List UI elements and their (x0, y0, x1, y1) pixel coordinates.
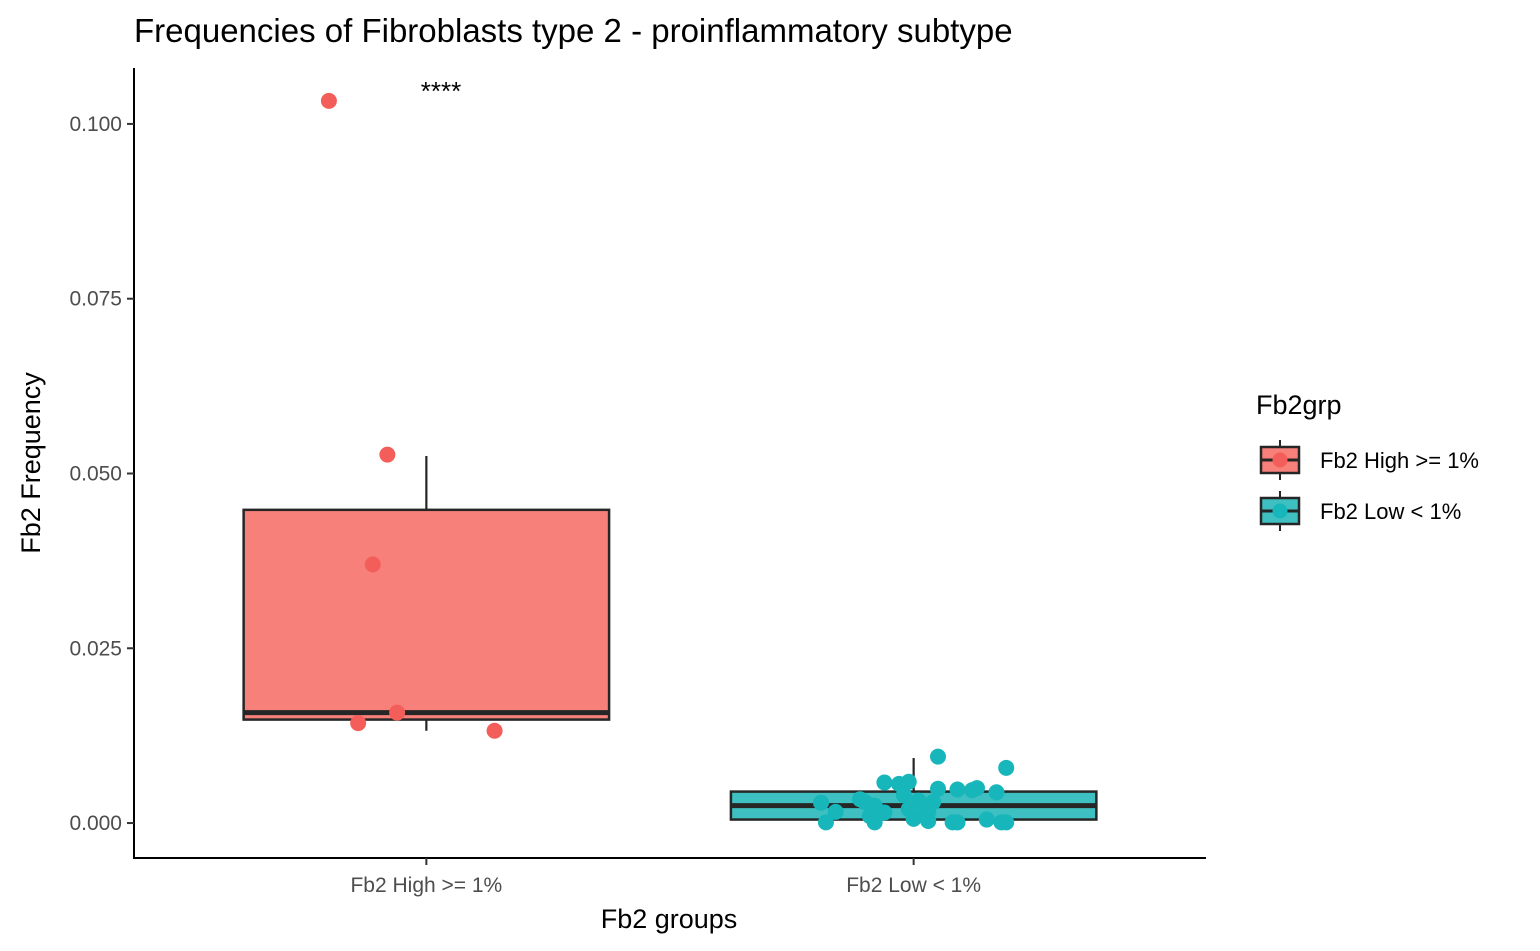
data-point (486, 722, 503, 739)
legend-title: Fb2grp (1256, 390, 1342, 420)
legend: Fb2grp Fb2 High >= 1% Fb2 Low < 1% (1256, 390, 1479, 531)
data-point (350, 715, 367, 732)
box (242, 508, 611, 721)
y-tick-label: 0.050 (69, 462, 122, 485)
y-tick-label: 0.000 (69, 812, 122, 835)
data-point (930, 748, 946, 765)
y-axis-ticks: 0.000 0.025 0.050 0.075 0.100 (69, 113, 134, 835)
legend-key-point (1272, 503, 1288, 519)
plot-area (242, 92, 1098, 831)
data-point (320, 92, 337, 109)
x-axis-ticks: Fb2 High >= 1% Fb2 Low < 1% (350, 858, 981, 897)
data-point (968, 780, 985, 797)
x-tick-label: Fb2 Low < 1% (846, 874, 981, 897)
data-point (998, 814, 1015, 831)
x-axis-title: Fb2 groups (601, 904, 738, 934)
data-point (827, 803, 844, 820)
data-point (866, 814, 883, 831)
y-axis-title: Fb2 Frequency (16, 372, 46, 554)
data-point (998, 759, 1015, 776)
data-point (389, 704, 406, 721)
data-point (988, 784, 1005, 801)
y-tick-label: 0.075 (69, 288, 122, 311)
x-tick-label: Fb2 High >= 1% (350, 874, 502, 897)
data-point (813, 794, 830, 811)
legend-label: Fb2 Low < 1% (1320, 499, 1461, 524)
y-tick-label: 0.025 (69, 637, 122, 660)
data-point (379, 446, 396, 463)
chart-title: Frequencies of Fibroblasts type 2 - proi… (134, 12, 1013, 49)
data-point (876, 804, 893, 821)
data-point (817, 814, 834, 831)
data-point (905, 810, 922, 827)
data-point (978, 811, 995, 828)
data-point (949, 781, 966, 798)
legend-label: Fb2 High >= 1% (1320, 448, 1479, 473)
data-point (930, 780, 946, 797)
data-point (949, 814, 966, 831)
legend-key-point (1272, 452, 1288, 468)
data-point (920, 812, 937, 829)
data-point (364, 556, 381, 573)
y-tick-label: 0.100 (69, 113, 122, 136)
significance-annotation: **** (421, 76, 461, 106)
data-point (876, 774, 893, 791)
data-point (895, 787, 912, 804)
